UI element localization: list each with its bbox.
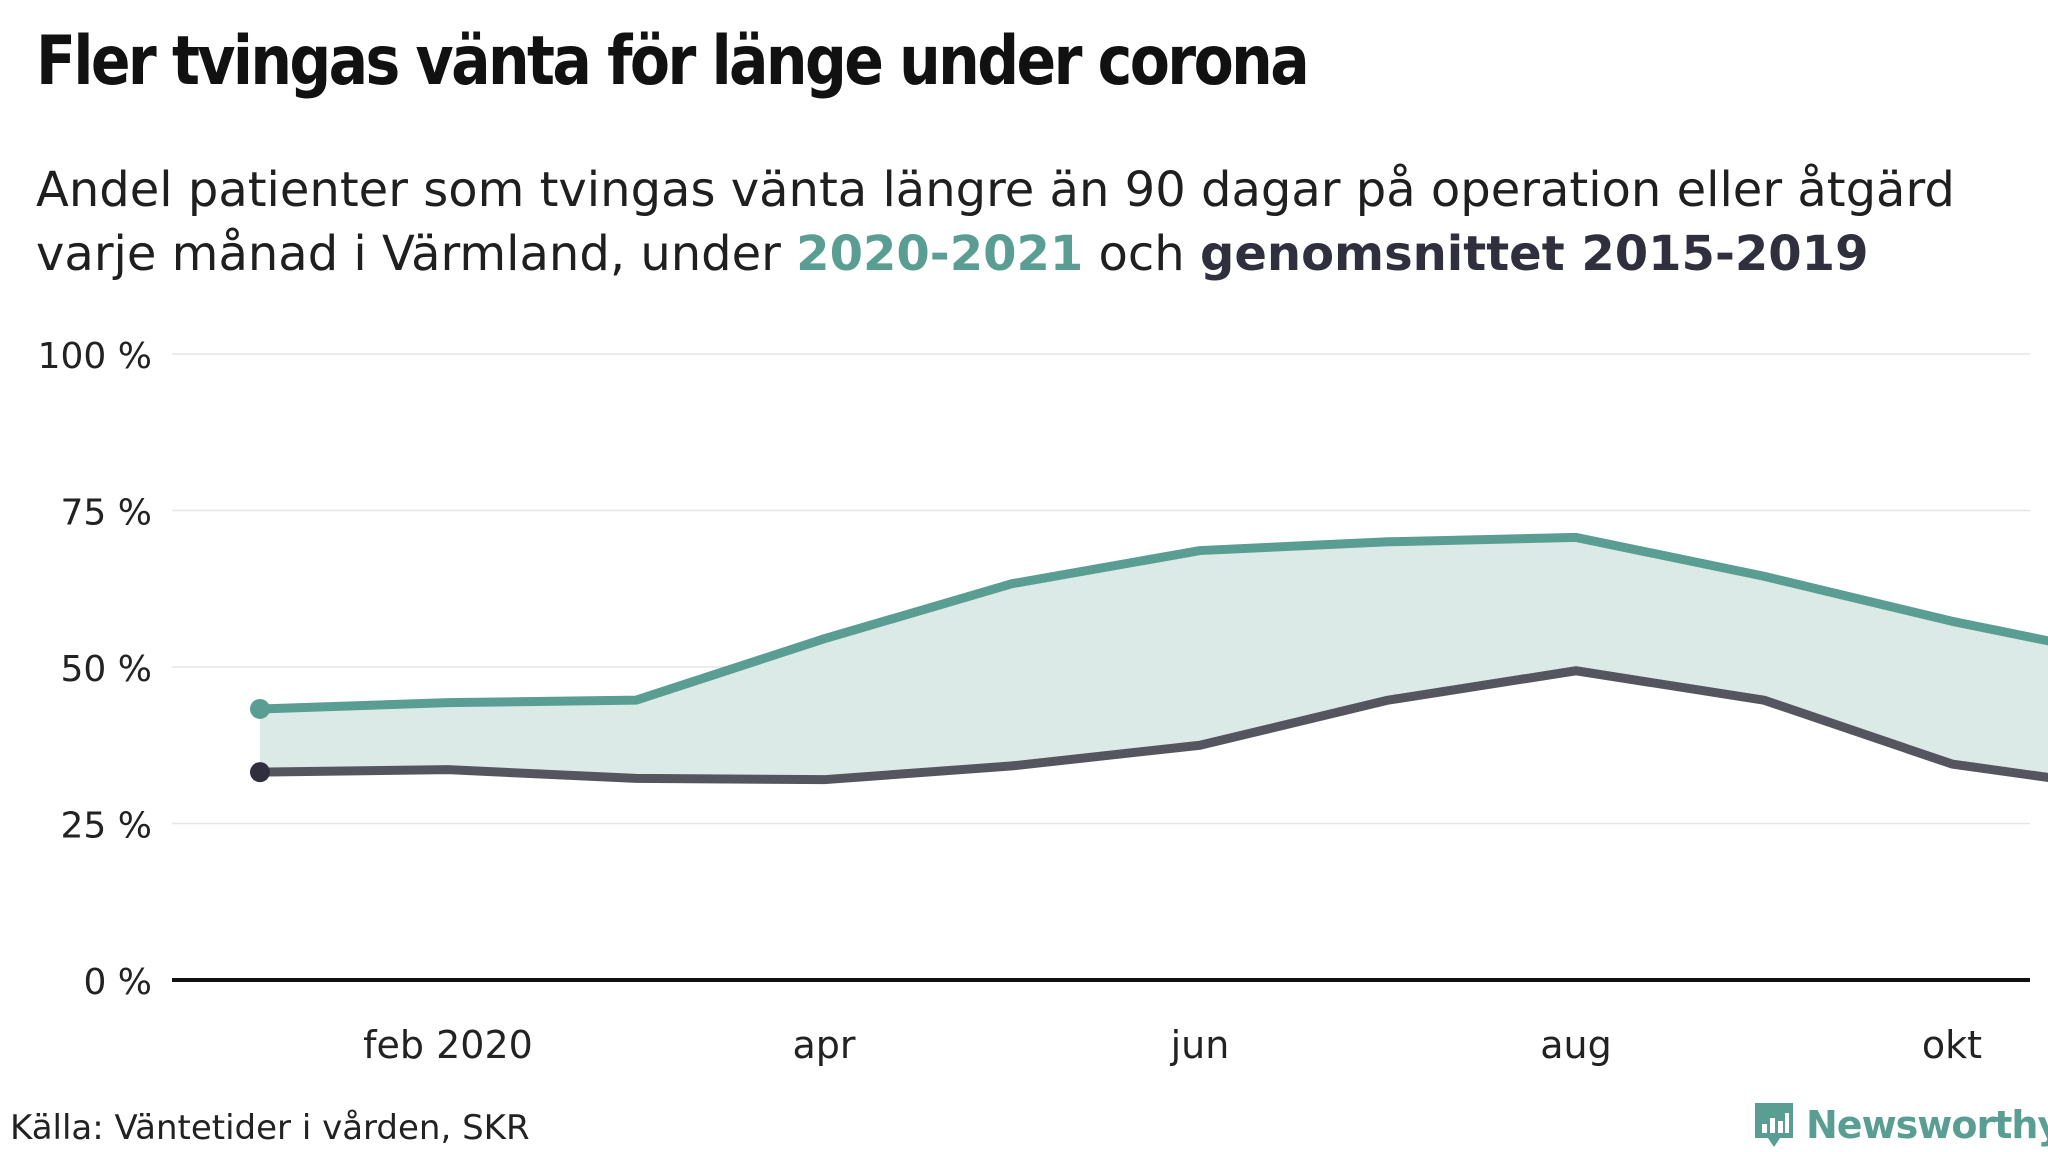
y-axis-tick-labels: 0 % 25 % 50 % 75 % 100 % [38, 336, 152, 1003]
y-tick-label: 50 % [61, 649, 152, 690]
x-axis-tick-labels: feb 2020aprjunaugoktdecfeb 2021aprjun [363, 1023, 1982, 1067]
x-tick-label: okt [1922, 1023, 1982, 1067]
y-tick-label: 0 % [83, 962, 152, 1003]
x-tick-label: aug [1540, 1023, 1612, 1067]
subtitle-current-period: 2020-2021 [796, 226, 1084, 282]
series-line-current [255, 532, 2048, 714]
series-start-marker-average [250, 762, 270, 783]
brand-logo: Newsworthy [1752, 1100, 2048, 1150]
x-tick-label: feb 2020 [363, 1023, 533, 1067]
series-line-average [255, 666, 2048, 785]
chart-subtitle: Andel patienter som tvingas vänta längre… [36, 158, 2036, 286]
x-tick-label: jun [1170, 1023, 1230, 1067]
chart-title: Fler tvingas vänta för länge under coron… [36, 22, 1310, 101]
series-lines [255, 532, 2048, 785]
x-tick-label: apr [792, 1023, 855, 1067]
brand-name: Newsworthy [1806, 1103, 2048, 1147]
y-tick-label: 100 % [38, 336, 152, 377]
series-markers [250, 698, 270, 783]
series-start-marker-current [250, 698, 270, 719]
newsworthy-logo-icon [1755, 1103, 1793, 1147]
subtitle-line-1: Andel patienter som tvingas vänta längre… [36, 162, 1955, 218]
source-note: Källa: Väntetider i vården, SKR [10, 1108, 530, 1148]
y-tick-label: 75 % [61, 493, 152, 534]
subtitle-line-2: varje månad i Värmland, under 2020-2021 … [36, 222, 2036, 286]
band-area [260, 537, 2048, 780]
y-tick-label: 25 % [61, 806, 152, 847]
subtitle-prefix: varje månad i Värmland, under [36, 226, 797, 282]
subtitle-average-period: genomsnittet 2015-2019 [1199, 226, 1869, 282]
subtitle-connector: och [1083, 226, 1200, 282]
difference-band [260, 537, 2048, 780]
